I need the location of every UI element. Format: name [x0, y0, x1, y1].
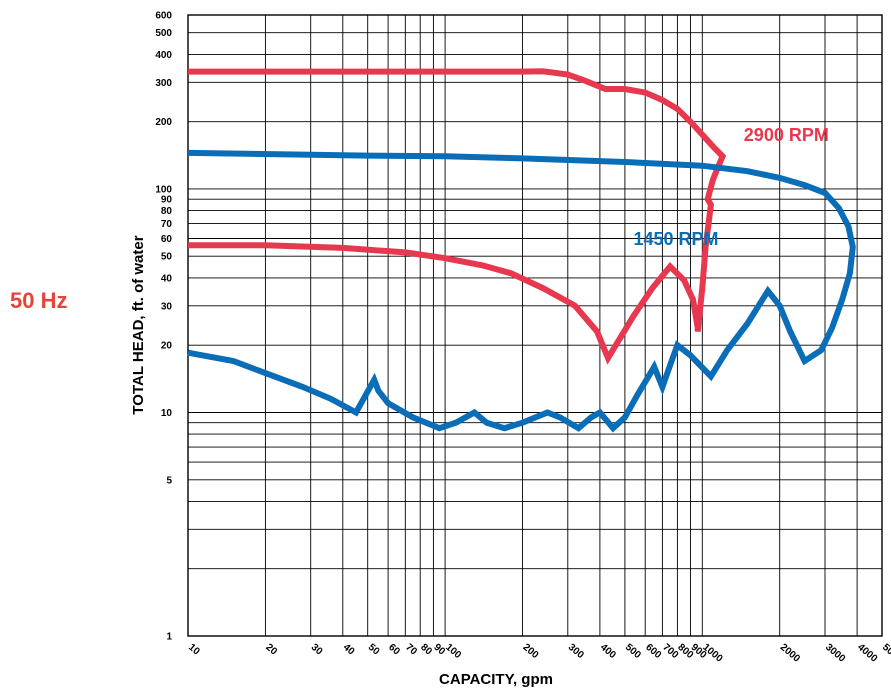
y-tick-label: 400: [155, 50, 172, 61]
y-tick-label: 10: [161, 408, 173, 419]
x-tick-label: 100: [443, 642, 463, 661]
series-line-red: [188, 68, 727, 365]
plot-border: [187, 14, 883, 637]
y-tick-label: 80: [161, 206, 173, 217]
series-line-blue: [187, 149, 856, 433]
x-tick-label: 50: [366, 642, 382, 658]
y-axis-title: TOTAL HEAD, ft. of water: [130, 235, 147, 414]
x-tick-label: 60: [386, 642, 402, 658]
grid-layer: [187, 14, 883, 637]
y-tick-label: 200: [155, 117, 172, 128]
x-tick-label: 20: [263, 642, 279, 658]
y-tick-label: 50: [161, 252, 173, 263]
x-tick-label: 600: [643, 642, 663, 661]
x-tick-label: 30: [309, 642, 325, 658]
x-tick-label: 2000: [778, 642, 802, 665]
y-tick-label: 40: [161, 273, 173, 284]
y-tick-label: 30: [161, 301, 173, 312]
x-tick-label: 500: [623, 642, 643, 661]
x-tick-label: 5000: [880, 642, 891, 665]
y-tick-label: 5: [166, 475, 172, 486]
frequency-label: 50 Hz: [10, 288, 68, 313]
y-tick-label: 70: [161, 219, 173, 230]
series-layer: [187, 68, 856, 433]
y-tick-label: 500: [155, 28, 172, 39]
x-tick-label: 300: [566, 642, 586, 661]
plot-frame: [187, 14, 883, 637]
y-tick-label: 20: [161, 341, 173, 352]
y-tick-label: 90: [161, 195, 173, 206]
x-tick-label: 70: [403, 642, 419, 658]
y-tick-label: 300: [155, 78, 172, 89]
series-label: 1450 RPM: [634, 229, 719, 249]
y-tick-label: 60: [161, 234, 173, 245]
x-axis-title: CAPACITY, gpm: [439, 671, 553, 688]
series-label-layer: 2900 RPM 1450 RPM: [634, 125, 829, 249]
x-tick-label: 3000: [823, 642, 847, 665]
x-tick-label: 200: [521, 642, 541, 661]
series-label: 2900 RPM: [744, 125, 829, 145]
x-tick-label: 400: [598, 642, 618, 661]
y-tick-label: 100: [155, 184, 172, 195]
y-tick-label: 600: [155, 11, 172, 22]
x-tick-label: 40: [341, 642, 357, 658]
x-tick-label: 4000: [855, 642, 879, 665]
x-tick-label: 10: [186, 642, 202, 658]
y-tick-label: 1: [166, 632, 172, 643]
